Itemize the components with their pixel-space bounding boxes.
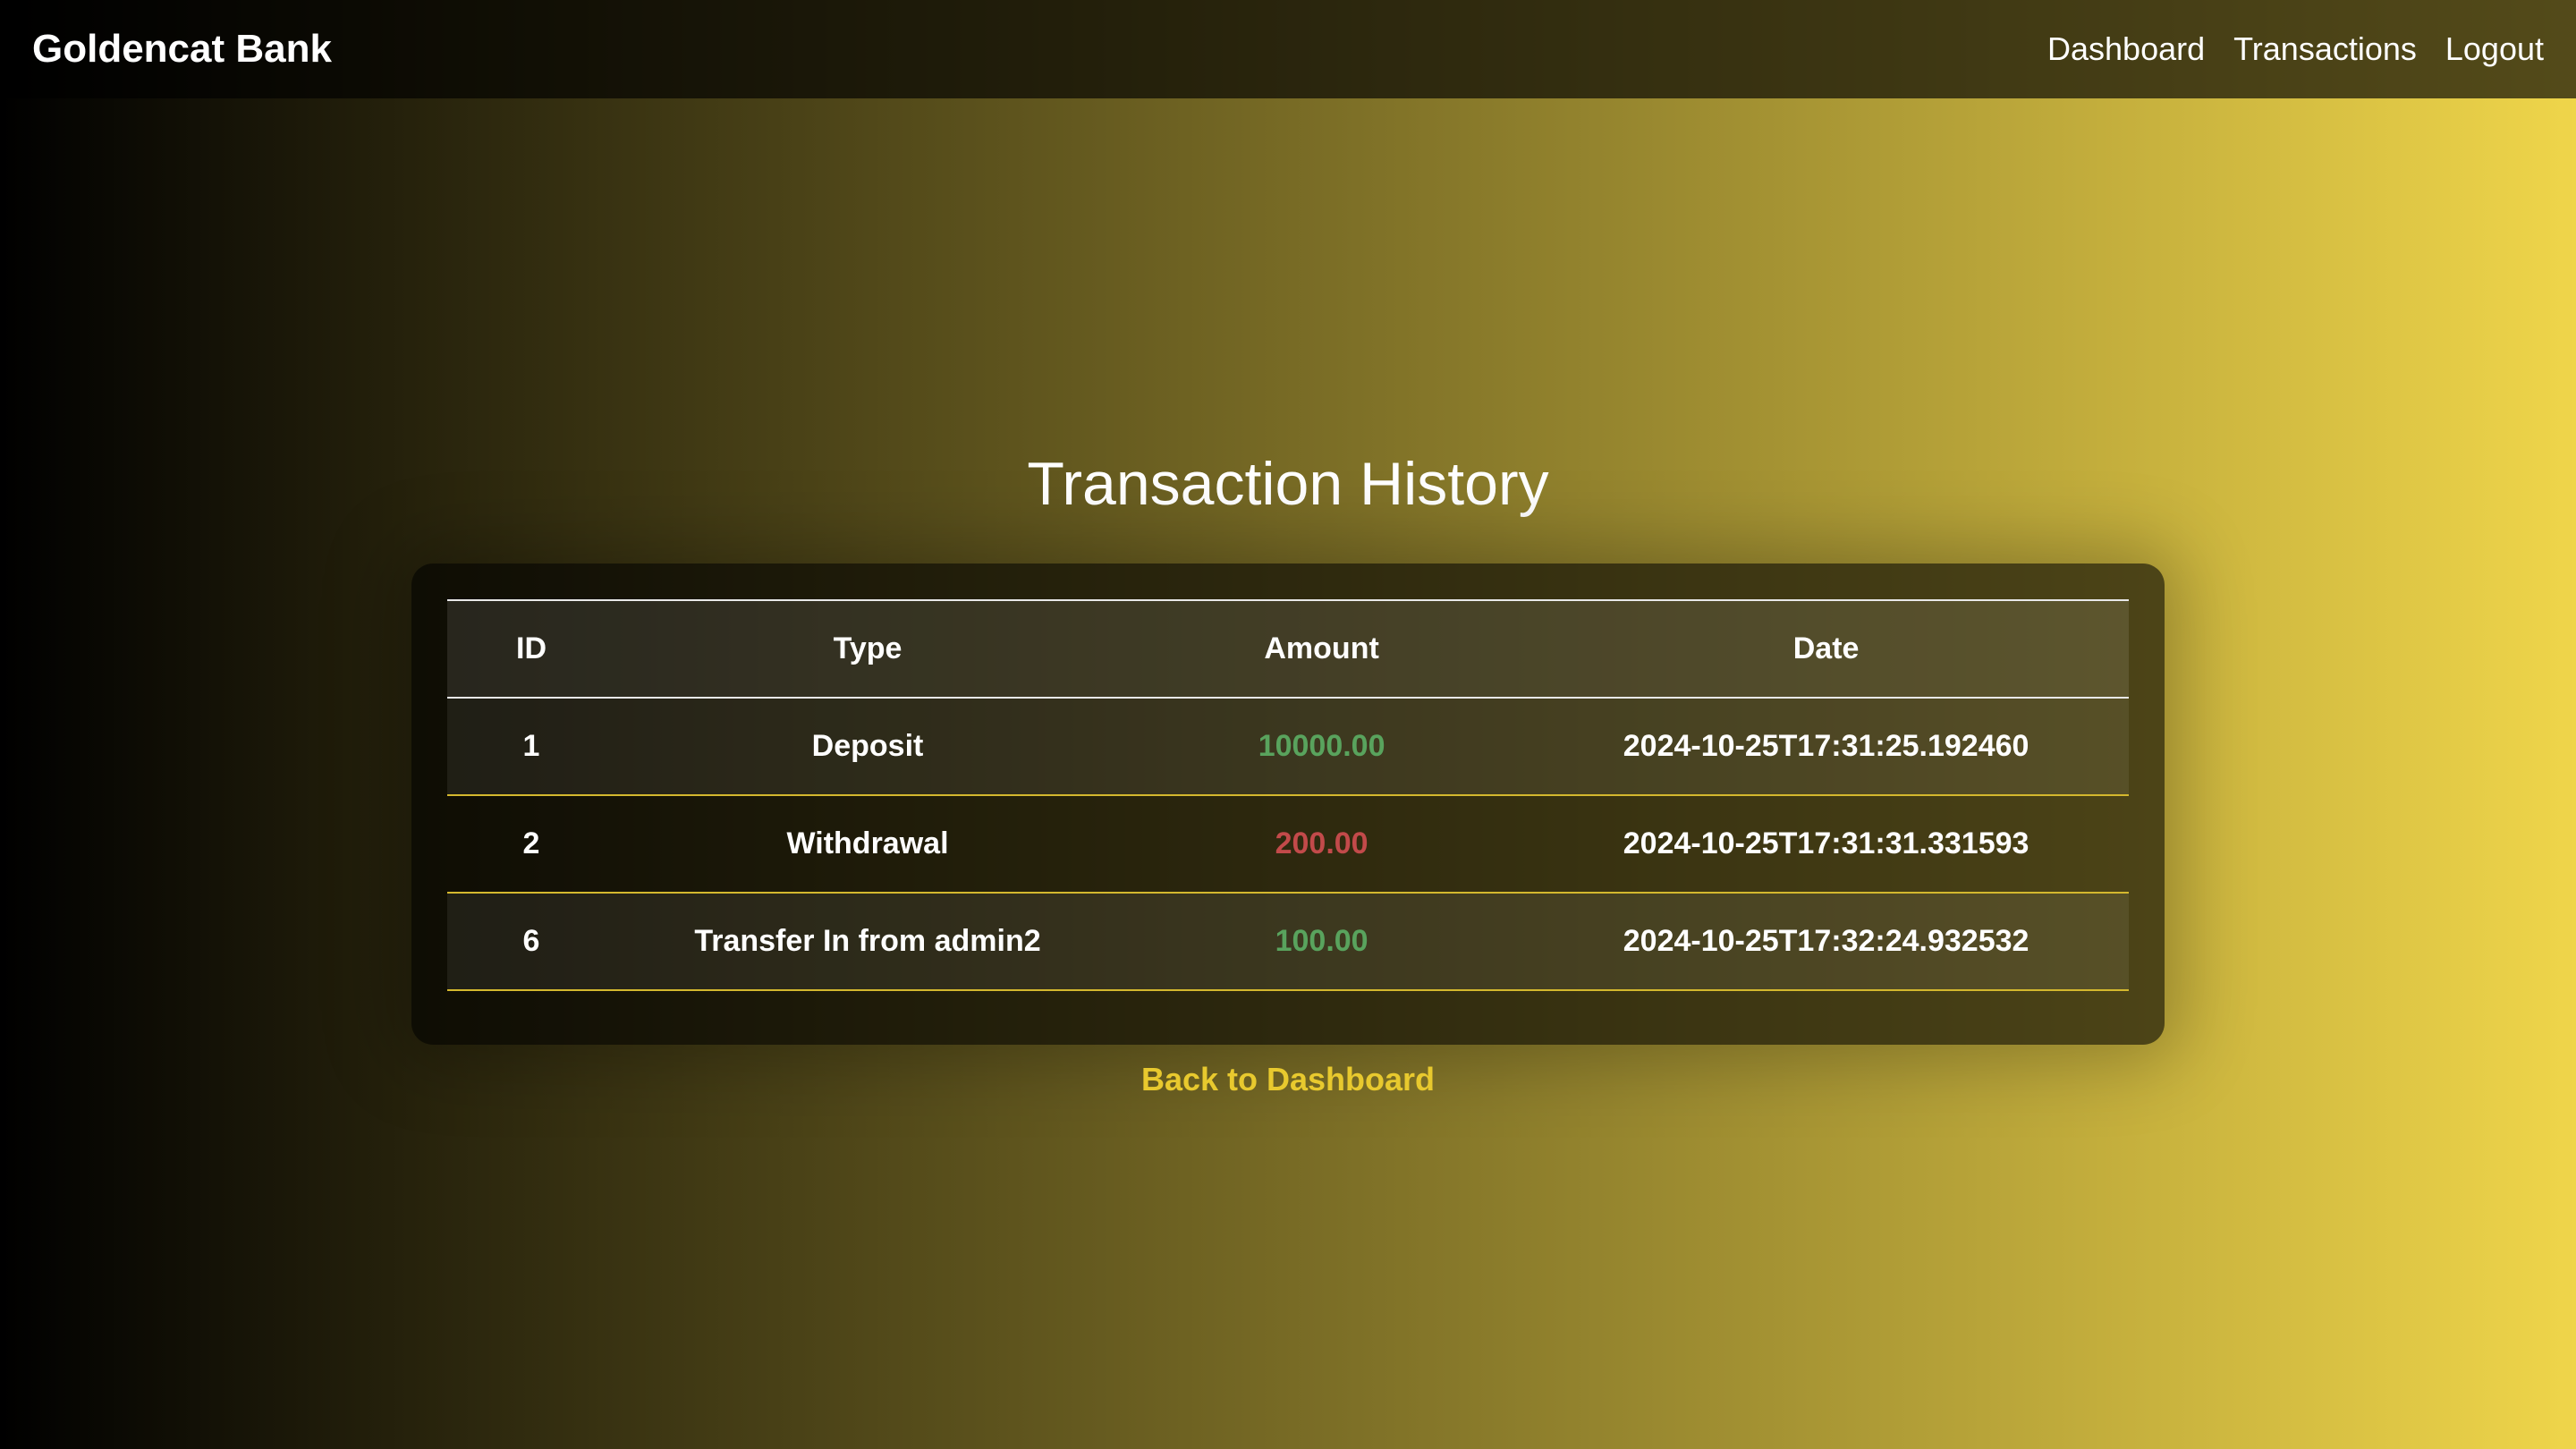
cell-type: Transfer In from admin2 bbox=[615, 893, 1120, 990]
back-to-dashboard-link[interactable]: Back to Dashboard bbox=[1141, 1061, 1435, 1098]
cell-amount: 100.00 bbox=[1120, 893, 1523, 990]
cell-id: 6 bbox=[447, 893, 615, 990]
main-content: Transaction History ID Type Amount Date … bbox=[0, 98, 2576, 1449]
table-row: 1 Deposit 10000.00 2024-10-25T17:31:25.1… bbox=[447, 698, 2129, 795]
transactions-table: ID Type Amount Date 1 Deposit 10000.00 2… bbox=[447, 599, 2129, 991]
nav-transactions[interactable]: Transactions bbox=[2233, 30, 2417, 68]
cell-type: Withdrawal bbox=[615, 795, 1120, 893]
cell-date: 2024-10-25T17:31:31.331593 bbox=[1523, 795, 2129, 893]
transactions-card: ID Type Amount Date 1 Deposit 10000.00 2… bbox=[411, 564, 2165, 1045]
cell-id: 2 bbox=[447, 795, 615, 893]
top-nav: Dashboard Transactions Logout bbox=[2047, 30, 2544, 68]
brand-logo[interactable]: Goldencat Bank bbox=[32, 27, 332, 72]
col-header-amount: Amount bbox=[1120, 600, 1523, 698]
col-header-date: Date bbox=[1523, 600, 2129, 698]
table-row: 6 Transfer In from admin2 100.00 2024-10… bbox=[447, 893, 2129, 990]
cell-type: Deposit bbox=[615, 698, 1120, 795]
col-header-id: ID bbox=[447, 600, 615, 698]
cell-date: 2024-10-25T17:32:24.932532 bbox=[1523, 893, 2129, 990]
nav-dashboard[interactable]: Dashboard bbox=[2047, 30, 2205, 68]
page-title: Transaction History bbox=[1027, 449, 1548, 519]
col-header-type: Type bbox=[615, 600, 1120, 698]
cell-amount: 10000.00 bbox=[1120, 698, 1523, 795]
cell-id: 1 bbox=[447, 698, 615, 795]
table-row: 2 Withdrawal 200.00 2024-10-25T17:31:31.… bbox=[447, 795, 2129, 893]
header-bar: Goldencat Bank Dashboard Transactions Lo… bbox=[0, 0, 2576, 98]
cell-amount: 200.00 bbox=[1120, 795, 1523, 893]
table-header-row: ID Type Amount Date bbox=[447, 600, 2129, 698]
nav-logout[interactable]: Logout bbox=[2445, 30, 2544, 68]
cell-date: 2024-10-25T17:31:25.192460 bbox=[1523, 698, 2129, 795]
